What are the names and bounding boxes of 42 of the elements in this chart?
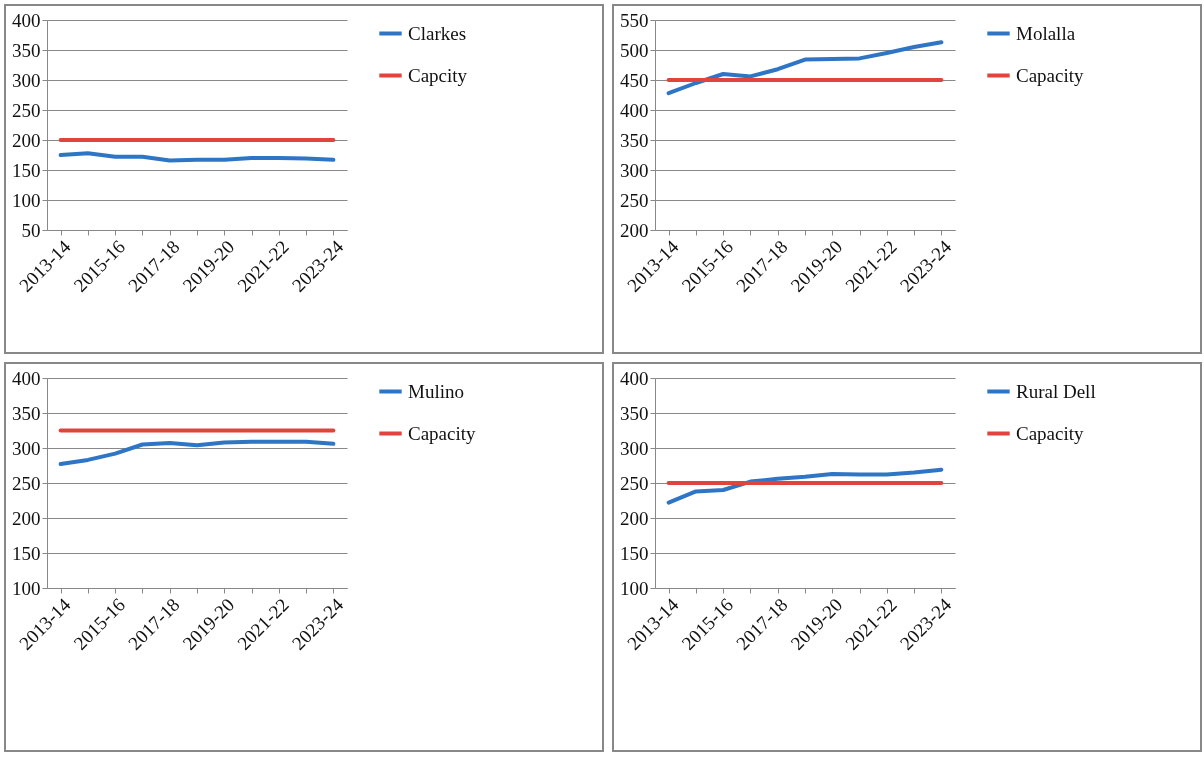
- y-tick-label: 100: [620, 577, 649, 599]
- y-tick-label: 50: [21, 219, 41, 241]
- legend-label: Mulino: [408, 380, 464, 402]
- y-tick-label: 150: [620, 542, 649, 564]
- y-tick-label: 200: [620, 507, 649, 529]
- legend-label: Capacity: [408, 422, 477, 444]
- legend-label: Molalla: [1016, 22, 1076, 44]
- y-tick-label: 100: [12, 189, 41, 211]
- y-tick-label: 150: [12, 159, 41, 181]
- line-series: [666, 40, 944, 96]
- legend-label: Capcity: [408, 64, 468, 86]
- y-tick-label: 150: [12, 542, 41, 564]
- y-tick-label: 200: [12, 507, 41, 529]
- legend-label: Clarkes: [408, 22, 467, 44]
- y-tick-label: 250: [12, 99, 41, 121]
- y-tick-label: 350: [12, 39, 41, 61]
- y-tick-label: 100: [12, 577, 41, 599]
- y-tick-label: 400: [12, 9, 41, 31]
- y-tick-label: 500: [620, 39, 649, 61]
- y-tick-label: 300: [620, 437, 649, 459]
- y-tick-label: 400: [620, 99, 649, 121]
- legend-label: Capacity: [1016, 422, 1085, 444]
- y-tick-label: 350: [12, 402, 41, 424]
- y-tick-label: 250: [620, 189, 649, 211]
- line-series: [666, 467, 944, 505]
- y-tick-label: 400: [620, 367, 649, 389]
- line-series: [58, 439, 336, 467]
- y-tick-label: 350: [620, 402, 649, 424]
- y-tick-label: 300: [12, 437, 41, 459]
- y-tick-label: 250: [12, 472, 41, 494]
- y-tick-label: 300: [12, 69, 41, 91]
- y-tick-label: 450: [620, 69, 649, 91]
- y-tick-label: 200: [12, 129, 41, 151]
- y-tick-label: 300: [620, 159, 649, 181]
- legend-label: Rural Dell: [1016, 380, 1096, 402]
- y-tick-label: 350: [620, 129, 649, 151]
- line-series: [58, 151, 336, 163]
- y-tick-label: 250: [620, 472, 649, 494]
- legend-label: Capacity: [1016, 64, 1085, 86]
- y-tick-label: 400: [12, 367, 41, 389]
- y-tick-label: 200: [620, 219, 649, 241]
- y-tick-label: 550: [620, 9, 649, 31]
